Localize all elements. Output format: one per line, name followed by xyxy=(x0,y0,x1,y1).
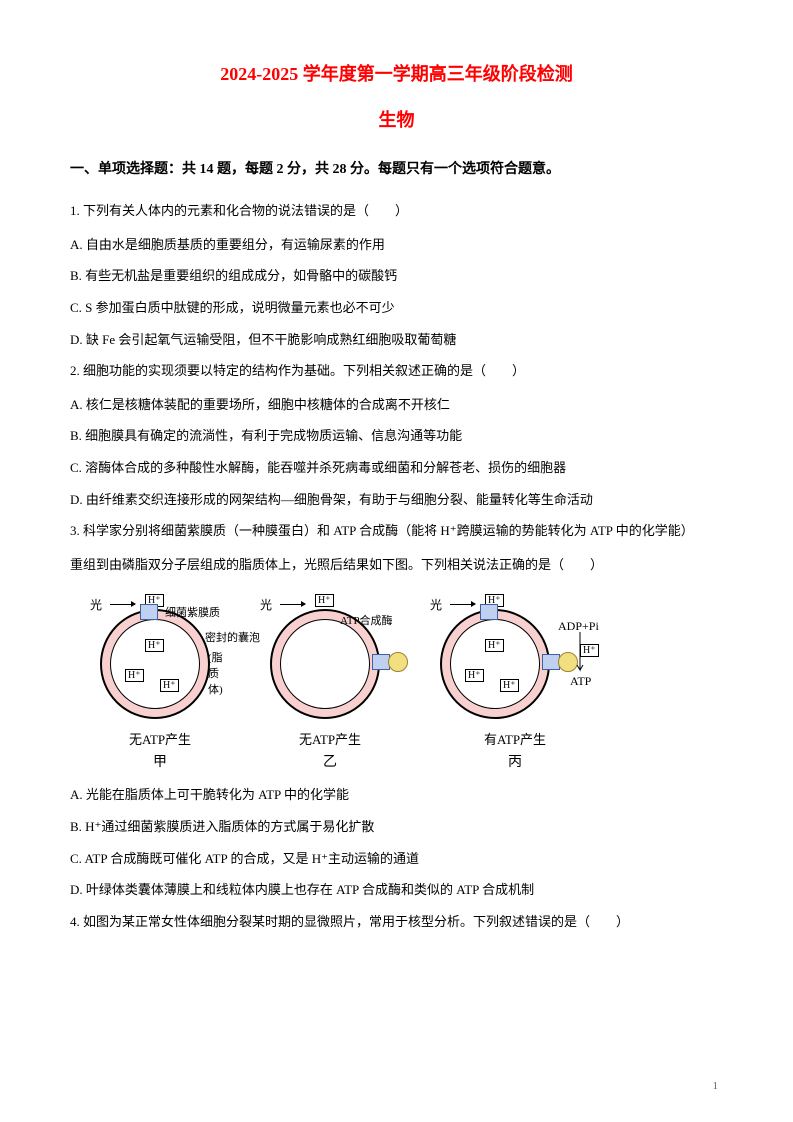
q3-option-d: D. 叶绿体类囊体薄膜上和线粒体内膜上也存在 ATP 合成酶和类似的 ATP 合… xyxy=(70,876,723,905)
q1-option-b: B. 有些无机盐是重要组织的组成成分，如骨骼中的碳酸钙 xyxy=(70,262,723,291)
figure-bing: 光 H⁺ H⁺ H⁺ H⁺ ADP+Pi H⁺ ATP 有ATP产生 丙 xyxy=(430,594,600,771)
section-header: 一、单项选择题：共 14 题，每题 2 分，共 28 分。每题只有一个选项符合题… xyxy=(70,157,723,182)
figure-yi: 光 H⁺ ATP合成酶 无ATP产生 乙 xyxy=(260,594,400,771)
q4-stem: 4. 如图为某正常女性体细胞分裂某时期的显微照片，常用于核型分析。下列叙述错误的… xyxy=(70,908,723,937)
q1-option-a: A. 自由水是细胞质基质的重要组分，有运输尿素的作用 xyxy=(70,231,723,260)
caption-jia: 甲 xyxy=(153,751,167,771)
h-label-bing-in1: H⁺ xyxy=(485,639,504,652)
q1-option-d: D. 缺 Fe 会引起氧气运输受阻，但不干脆影响成熟红细胞吸取葡萄糖 xyxy=(70,326,723,355)
figure-jia: 光 H⁺ 细菌紫膜质 密封的囊泡 (脂质体) H⁺ H⁺ H⁺ 无ATP产生 甲 xyxy=(90,594,230,771)
q3-option-b: B. H⁺通过细菌紫膜质进入脂质体的方式属于易化扩散 xyxy=(70,813,723,842)
diagram-yi: 光 H⁺ ATP合成酶 xyxy=(260,594,400,724)
caption-yi: 乙 xyxy=(323,751,337,771)
atp-synthase-yi-icon xyxy=(388,652,408,672)
vesicle-bing-inner xyxy=(450,619,540,709)
h-label-yi: H⁺ xyxy=(315,594,334,607)
purple-membrane-protein-icon xyxy=(140,604,158,620)
caption-bing-atp: 有ATP产生 xyxy=(484,729,546,748)
q2-option-d: D. 由纤维素交织连接形成的网架结构—细胞骨架，有助于与细胞分裂、能量转化等生命… xyxy=(70,486,723,515)
purple-membrane-label: 细菌紫膜质 xyxy=(165,604,220,620)
q2-option-a: A. 核仁是核糖体装配的重要场所，细胞中核糖体的合成离不开核仁 xyxy=(70,391,723,420)
light-arrow-icon xyxy=(110,604,135,605)
h-label-bing-in3: H⁺ xyxy=(500,679,519,692)
atp-synthase-label-yi: ATP合成酶 xyxy=(340,612,393,628)
q1-option-c: C. S 参加蛋白质中肽键的形成，说明微量元素也必不可少 xyxy=(70,294,723,323)
q3-stem-line2: 重组到由磷脂双分子层组成的脂质体上，光照后结果如下图。下列相关说法正确的是（ ） xyxy=(70,551,723,580)
page-number: 1 xyxy=(713,1080,719,1092)
q3-stem-line1: 3. 科学家分别将细菌紫膜质（一种膜蛋白）和 ATP 合成酶（能将 H⁺跨膜运输… xyxy=(70,517,723,546)
h-label-inner1: H⁺ xyxy=(145,639,164,652)
light-label-bing: 光 xyxy=(430,596,442,613)
light-arrow-bing-icon xyxy=(450,604,475,605)
diagram-jia: 光 H⁺ 细菌紫膜质 密封的囊泡 (脂质体) H⁺ H⁺ H⁺ xyxy=(90,594,230,724)
exam-subject: 生物 xyxy=(70,106,723,132)
q2-option-c: C. 溶酶体合成的多种酸性水解酶，能吞噬并杀死病毒或细菌和分解苍老、损伤的细胞器 xyxy=(70,454,723,483)
light-arrow-yi-icon xyxy=(280,604,305,605)
diagram-bing: 光 H⁺ H⁺ H⁺ H⁺ ADP+Pi H⁺ ATP xyxy=(430,594,600,724)
q3-option-c: C. ATP 合成酶既可催化 ATP 的合成，又是 H⁺主动运输的通道 xyxy=(70,845,723,874)
lipid-body-label: (脂质体) xyxy=(208,649,230,697)
caption-jia-atp: 无ATP产生 xyxy=(129,729,191,748)
q2-option-b: B. 细胞膜具有确定的流淌性，有利于完成物质运输、信息沟通等功能 xyxy=(70,422,723,451)
purple-membrane-bing-icon xyxy=(480,604,498,620)
caption-yi-atp: 无ATP产生 xyxy=(299,729,361,748)
q2-stem: 2. 细胞功能的实现须要以特定的结构作为基础。下列相关叙述正确的是（ ） xyxy=(70,357,723,386)
vesicle-yi-inner xyxy=(280,619,370,709)
light-label-yi: 光 xyxy=(260,596,272,613)
h-label-bing-in2: H⁺ xyxy=(465,669,484,682)
q1-stem: 1. 下列有关人体内的元素和化合物的说法错误的是（ ） xyxy=(70,197,723,226)
q3-option-a: A. 光能在脂质体上可干脆转化为 ATP 中的化学能 xyxy=(70,781,723,810)
reaction-arrow-icon xyxy=(575,632,595,677)
caption-bing: 丙 xyxy=(508,751,522,771)
light-label: 光 xyxy=(90,596,102,613)
vesicle-inner xyxy=(110,619,200,709)
figure-container: 光 H⁺ 细菌紫膜质 密封的囊泡 (脂质体) H⁺ H⁺ H⁺ 无ATP产生 甲… xyxy=(90,594,723,771)
exam-title: 2024-2025 学年度第一学期高三年级阶段检测 xyxy=(70,60,723,86)
h-label-inner2: H⁺ xyxy=(125,669,144,682)
h-label-inner3: H⁺ xyxy=(160,679,179,692)
